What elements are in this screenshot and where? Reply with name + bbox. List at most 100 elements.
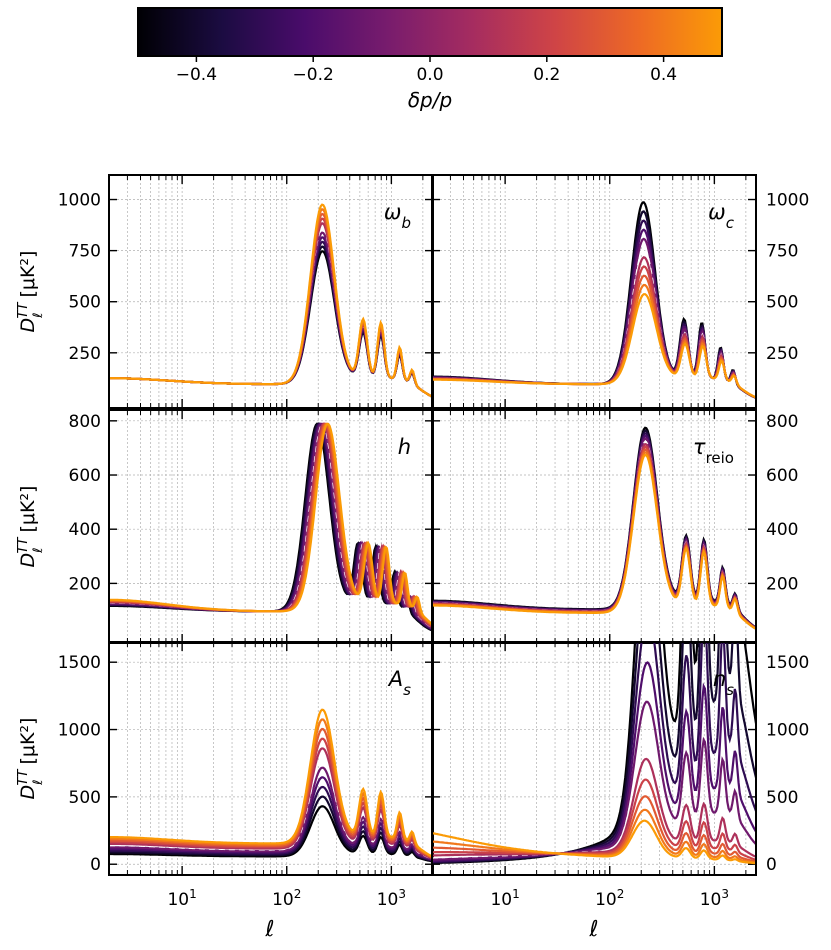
series-group [432,426,756,630]
series-group [432,642,756,865]
series-line [432,700,756,861]
series-line [432,440,756,629]
x-tick-label: 103 [377,887,406,910]
y-tick-label: 1000 [58,721,101,741]
y-tick-label: 250 [766,344,798,364]
panel-h: 200 400 600 800 h DℓTT[μK²] [16,409,434,644]
series-line [432,661,756,863]
param-label: ωc [708,200,735,232]
series-line [432,219,756,399]
grid: 0 500 1000 1500 [431,642,809,875]
y-tick-label: 800 [69,412,101,432]
x-tick-label: 102 [595,887,624,910]
colorbar-tick-label: 0.4 [650,65,677,85]
y-tick-label: 0 [90,855,101,875]
y-tick-label: 1500 [58,653,101,673]
y-tick-label: 800 [766,412,798,432]
param-label: As [387,667,411,699]
y-tick-label: 1000 [58,191,101,211]
x-axis-title-left: ℓ [264,917,274,942]
series-line [432,247,756,399]
series-group [109,708,433,863]
series-line [432,448,756,630]
y-tick-label: 250 [69,344,101,364]
series-line [109,236,433,398]
colorbar-tick-label: 0.2 [533,65,560,85]
y-axis-title: DℓTT[μK²] [16,718,46,800]
series-line [109,240,433,398]
y-tick-label: 400 [766,520,798,540]
param-label: τreio [693,435,734,467]
x-tick-label: 102 [272,887,301,910]
series-group [109,422,433,632]
series-line [432,442,756,630]
panel-frame [431,174,757,409]
series-line [109,231,433,398]
y-tick-label: 400 [69,520,101,540]
series-line [109,227,433,398]
y-tick-label: 500 [766,293,798,313]
y-axis-title: DℓTT[μK²] [16,251,46,333]
y-tick-label: 1500 [766,653,809,673]
series-line [109,422,433,631]
x-tick-label: 101 [167,887,196,910]
panel-frame [431,641,757,876]
grid: 250 500 750 1000 [58,175,433,408]
y-tick-label: 1000 [766,191,809,211]
grid: 200 400 600 800 [431,410,798,643]
y-tick-label: 200 [69,574,101,594]
y-tick-label: 600 [69,466,101,486]
panel-tau: 200 400 600 800 τreio [431,409,798,644]
series-line [432,437,756,630]
colorbar-tick-label: −0.2 [293,65,334,85]
series-line [432,293,756,399]
param-label: ωb [384,200,411,232]
grid: 0 500 1000 1500 [58,642,433,875]
series-line [432,237,756,399]
series-line [109,422,433,626]
x-tick-label: 103 [700,887,729,910]
series-line [432,819,756,865]
x-axis-labels: ℓ ℓ [264,917,598,942]
y-tick-label: 200 [766,574,798,594]
colorbar: −0.4 −0.2 0.0 0.2 0.4 δp/p [137,7,723,112]
y-tick-label: 750 [69,242,101,262]
series-line [432,228,756,399]
y-tick-label: 0 [766,855,777,875]
colorbar-label: δp/p [408,88,452,112]
y-tick-label: 600 [766,466,798,486]
series-line [109,245,433,398]
panel-omega_c: 250 500 750 1000 ωc [431,174,809,409]
series-line [109,222,433,398]
y-tick-label: 500 [766,788,798,808]
colorbar-ticks: −0.4 −0.2 0.0 0.2 0.4 [176,56,677,85]
series-line [109,217,433,398]
y-axis-title: DℓTT[μK²] [16,486,46,568]
grid: 200 400 600 800 [69,410,433,643]
series-line [109,208,433,398]
series-line [109,766,433,861]
series-group [432,201,756,399]
panel-A_s: 0 500 1000 1500 As DℓTT[μK²] 101 102 103 [16,641,434,910]
x-axis-title-right: ℓ [588,917,598,942]
series-line [109,203,433,398]
colorbar-tick-label: 0.0 [416,65,443,85]
series-line [109,708,433,858]
series-line [432,256,756,399]
param-label: h [398,435,411,459]
colorbar-gradient [137,7,723,57]
x-tick-label: 101 [490,887,519,910]
y-tick-label: 500 [69,293,101,313]
series-line [432,445,756,630]
series-line [109,212,433,398]
panel-omega_b: 250 500 750 1000 ωb DℓTT[μK²] [16,174,434,409]
series-line [109,250,433,398]
y-tick-label: 750 [766,242,798,262]
series-line [109,805,433,863]
y-tick-label: 1000 [766,721,809,741]
series-group [109,203,433,398]
series-line [432,453,756,630]
